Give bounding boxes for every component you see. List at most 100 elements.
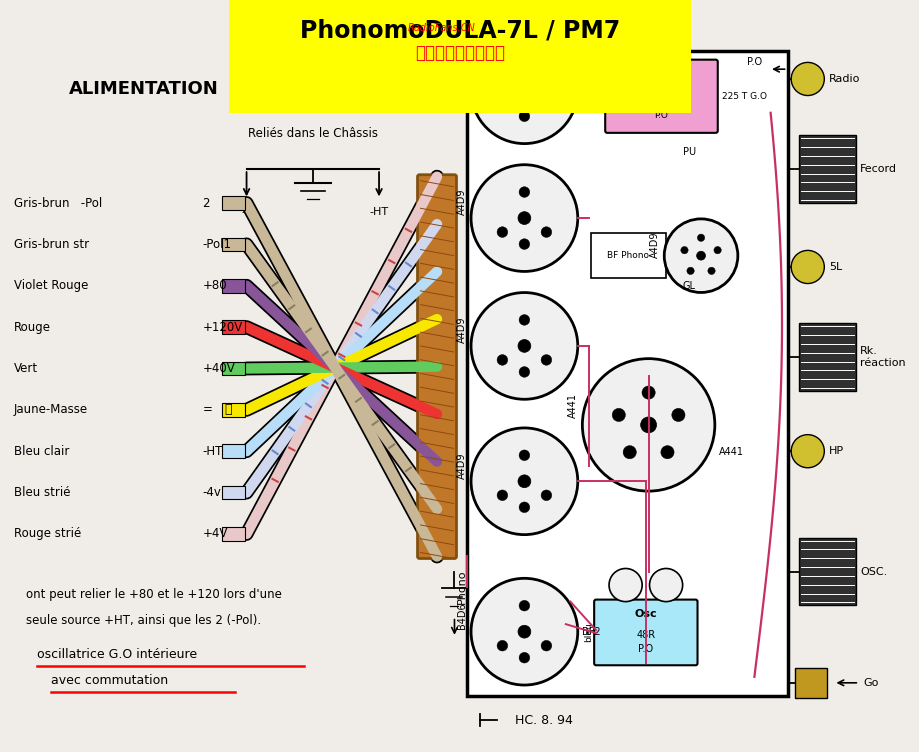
Bar (221, 362, 244, 375)
Circle shape (540, 641, 551, 651)
Circle shape (517, 339, 530, 353)
Text: -4: -4 (241, 207, 252, 217)
Circle shape (713, 247, 720, 254)
Circle shape (518, 59, 529, 70)
Text: ont peut relier le +80 et le +120 lors d'une: ont peut relier le +80 et le +120 lors d… (26, 587, 281, 601)
Circle shape (790, 62, 823, 96)
Circle shape (608, 569, 641, 602)
Text: A4D9: A4D9 (457, 189, 467, 215)
Circle shape (660, 446, 674, 459)
Circle shape (496, 99, 507, 110)
Text: Rouge: Rouge (14, 320, 51, 334)
FancyBboxPatch shape (417, 174, 456, 559)
Circle shape (471, 293, 577, 399)
Circle shape (517, 625, 530, 638)
Circle shape (496, 490, 507, 501)
Text: Rk.
réaction: Rk. réaction (859, 347, 905, 368)
Circle shape (471, 37, 577, 144)
FancyBboxPatch shape (594, 599, 697, 666)
Text: Vert: Vert (14, 362, 38, 375)
Text: +40V: +40V (202, 362, 235, 375)
Circle shape (611, 408, 625, 422)
Circle shape (496, 355, 507, 365)
Text: +80: +80 (202, 279, 227, 293)
Text: TR40T: TR40T (643, 97, 678, 108)
Circle shape (518, 366, 529, 378)
Text: 收音机爱好者资料库: 收音机爱好者资料库 (414, 44, 505, 62)
Text: Gris-brun str: Gris-brun str (14, 238, 89, 251)
Circle shape (582, 359, 714, 491)
Bar (221, 444, 244, 458)
Circle shape (540, 227, 551, 238)
Bar (221, 196, 244, 210)
Circle shape (517, 211, 530, 225)
Circle shape (686, 267, 694, 274)
Text: A4D9: A4D9 (650, 232, 660, 258)
Bar (798, 135, 855, 203)
Circle shape (622, 446, 636, 459)
Text: A441: A441 (568, 393, 578, 417)
Circle shape (471, 428, 577, 535)
Circle shape (641, 386, 654, 399)
Bar (467, 51, 787, 696)
Text: OSC.: OSC. (859, 566, 887, 577)
Text: +120V: +120V (202, 320, 243, 334)
Bar (590, 233, 665, 278)
Circle shape (518, 600, 529, 611)
Text: Rouge strié: Rouge strié (14, 527, 81, 541)
Text: ⏚: ⏚ (224, 403, 232, 417)
Text: Jaune-Masse: Jaune-Masse (14, 403, 88, 417)
Text: oscillatrice G.O intérieure: oscillatrice G.O intérieure (37, 647, 197, 661)
Text: Bleu strié: Bleu strié (14, 486, 70, 499)
Text: P.O: P.O (746, 56, 761, 67)
Text: avec commutation: avec commutation (51, 674, 167, 687)
Text: BF Phono: BF Phono (607, 251, 649, 260)
Circle shape (540, 99, 551, 110)
Bar (221, 279, 244, 293)
Text: Rouge: Rouge (647, 69, 675, 78)
Text: RadioFans.CN: RadioFans.CN (407, 23, 475, 33)
Text: HC. 8. 94: HC. 8. 94 (515, 714, 573, 727)
Circle shape (790, 250, 823, 284)
Text: bleu: bleu (584, 623, 593, 642)
Text: BF2: BF2 (581, 626, 600, 637)
Circle shape (518, 450, 529, 461)
Circle shape (707, 267, 714, 274)
Text: Accord.: Accord. (644, 83, 677, 92)
Circle shape (518, 111, 529, 122)
Text: Violet Rouge: Violet Rouge (14, 279, 88, 293)
Circle shape (790, 435, 823, 468)
Text: =: = (202, 403, 212, 417)
FancyBboxPatch shape (605, 59, 717, 133)
Text: A4D9: A4D9 (457, 452, 467, 478)
Text: -4v: -4v (202, 486, 221, 499)
Bar (798, 323, 855, 391)
Circle shape (540, 490, 551, 501)
Text: Radio: Radio (828, 74, 859, 84)
Text: 225 T G.O: 225 T G.O (721, 92, 766, 101)
Text: 2: 2 (202, 196, 210, 210)
Circle shape (664, 219, 737, 293)
Text: seule source +HT, ainsi que les 2 (-Pol).: seule source +HT, ainsi que les 2 (-Pol)… (26, 614, 261, 627)
Text: -Pol1: -Pol1 (202, 238, 232, 251)
Circle shape (640, 417, 656, 433)
Circle shape (518, 652, 529, 663)
Text: Phono: Phono (457, 569, 466, 604)
Text: Gris-brun   -Pol: Gris-brun -Pol (14, 196, 102, 210)
Text: Reliés dans le Châssis: Reliés dans le Châssis (247, 127, 378, 141)
Text: Go: Go (862, 678, 878, 688)
Circle shape (649, 569, 682, 602)
Circle shape (496, 227, 507, 238)
Text: Bleu clair: Bleu clair (14, 444, 69, 458)
Text: HP: HP (828, 446, 843, 456)
Text: PU: PU (683, 147, 696, 157)
Text: PhonomoDULA-7L / PM7: PhonomoDULA-7L / PM7 (300, 18, 619, 42)
Text: B4D6: B4D6 (457, 61, 467, 87)
Circle shape (517, 475, 530, 488)
Bar (221, 320, 244, 334)
Text: ALIMENTATION: ALIMENTATION (69, 80, 219, 98)
Circle shape (517, 83, 530, 97)
Circle shape (518, 502, 529, 513)
Text: -HT: -HT (202, 444, 222, 458)
Text: +4V: +4V (202, 527, 228, 541)
